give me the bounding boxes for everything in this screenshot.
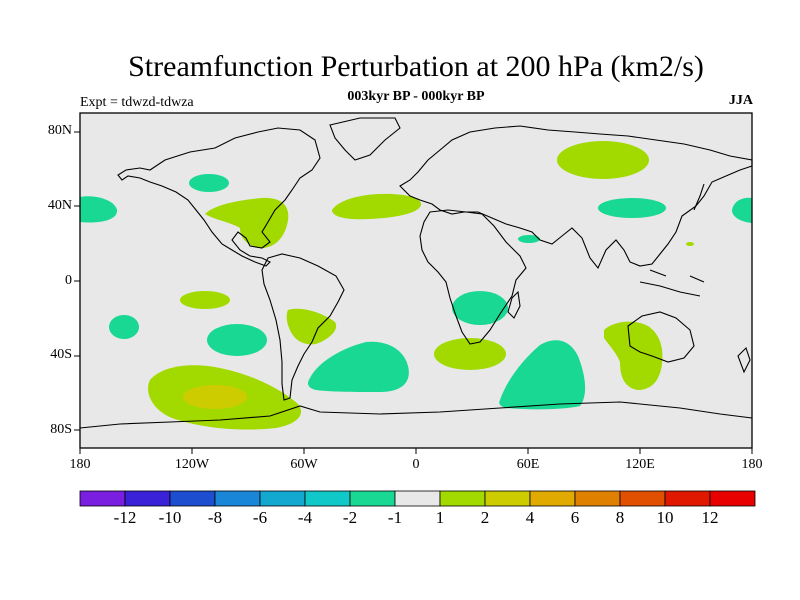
colorbar-box (709, 490, 756, 507)
lat-label-40s: 40S (50, 347, 72, 362)
contour-region (109, 315, 139, 339)
lon-label-180w: 180 (69, 457, 91, 472)
colorbar-label: -6 (252, 508, 268, 527)
colorbar-box (259, 490, 306, 507)
coastline-japan (693, 183, 705, 211)
lon-label-60e: 60E (516, 457, 540, 472)
lat-label-80s: 80S (50, 422, 72, 437)
colorbar-box (619, 490, 666, 507)
lon-label-60w: 60W (290, 457, 318, 472)
colorbar-box (124, 490, 171, 507)
colorbar-label: -1 (387, 508, 403, 527)
colorbar-box (79, 490, 126, 507)
colorbar-box (529, 490, 576, 507)
coastline-north-america (117, 127, 321, 267)
contour-region (686, 242, 694, 246)
axis-ticks (74, 131, 753, 454)
colorbar-box (484, 490, 531, 507)
coastline-australia (627, 311, 695, 363)
contour-region (598, 198, 666, 218)
colorbar-box (214, 490, 261, 507)
plot-title: Streamfunction Perturbation at 200 hPa (… (128, 50, 704, 83)
contour-region (499, 340, 586, 410)
perturbation-field (80, 141, 752, 430)
lat-label-80n: 80N (47, 123, 72, 138)
coastline-greenland (329, 117, 401, 161)
coastline-antarctica (79, 401, 753, 429)
colorbar-label: 1 (435, 508, 445, 527)
coastline-new-zealand (737, 346, 751, 374)
contour-region (205, 197, 289, 248)
coastline-indonesia (639, 269, 705, 297)
colorbar-label: 12 (701, 508, 719, 527)
colorbar-label: -8 (207, 508, 223, 527)
lat-label-40n: 40N (47, 198, 72, 213)
colorbar (79, 490, 756, 507)
coastlines (79, 117, 753, 429)
colorbar-label: 2 (480, 508, 490, 527)
contour-region (207, 324, 267, 356)
contour-region (189, 174, 229, 192)
contour-region (80, 196, 118, 223)
colorbar-label: 4 (525, 508, 535, 527)
colorbar-box (574, 490, 621, 507)
colorbar-box (304, 490, 351, 507)
colorbar-box (664, 490, 711, 507)
lon-label-120w: 120W (174, 457, 210, 472)
contour-region (518, 235, 540, 243)
colorbar-label: -12 (113, 508, 137, 527)
contour-region (183, 385, 247, 409)
contour-region (452, 291, 508, 325)
colorbar-label: 8 (615, 508, 625, 527)
colorbar-box (394, 490, 441, 507)
coastline-africa (419, 209, 527, 345)
colorbar-label: -2 (342, 508, 358, 527)
colorbar-box (169, 490, 216, 507)
contour-region (180, 291, 230, 309)
contour-region (308, 341, 409, 392)
contour-region (434, 338, 506, 370)
colorbar-box (439, 490, 486, 507)
colorbar-box (349, 490, 396, 507)
lon-label-120e: 120E (625, 457, 655, 472)
plot-subtitle: 003kyr BP - 000kyr BP (347, 89, 485, 104)
season-label: JJA (728, 93, 753, 108)
colorbar-label: -4 (297, 508, 313, 527)
colorbar-label: 6 (570, 508, 580, 527)
contour-region (604, 321, 663, 390)
coastline-madagascar (507, 290, 521, 319)
contour-region (557, 141, 649, 179)
coastline-south-america (261, 253, 345, 401)
contour-region (286, 308, 337, 345)
coastline-eurasia (399, 125, 753, 270)
colorbar-label: -10 (158, 508, 182, 527)
colorbar-label: 10 (656, 508, 674, 527)
contour-region (732, 197, 752, 223)
lat-label-eq: 0 (65, 273, 72, 288)
contour-region (332, 193, 422, 220)
lon-label-0: 0 (412, 457, 420, 472)
lon-label-180e: 180 (741, 457, 763, 472)
experiment-label: Expt = tdwzd-tdwza (80, 95, 194, 110)
